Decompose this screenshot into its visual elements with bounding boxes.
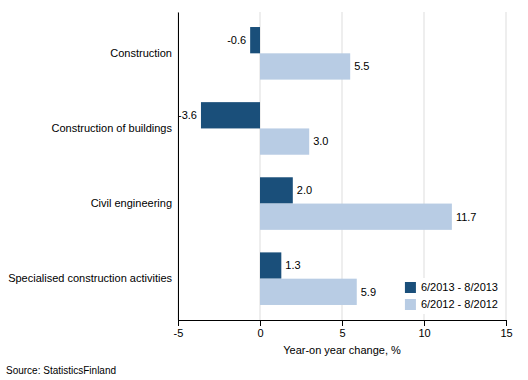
y-tick-label: Construction — [110, 47, 172, 59]
legend-background — [401, 278, 502, 314]
x-axis-line — [179, 321, 507, 327]
x-tick: 0 — [257, 320, 263, 339]
x-tick-label: -5 — [174, 327, 184, 339]
bar — [260, 252, 281, 278]
y-tick-label: Specialised construction activities — [8, 272, 172, 284]
data-label: -3.6 — [178, 109, 197, 121]
x-tick-label: 0 — [257, 327, 263, 339]
data-label: -0.6 — [227, 34, 246, 46]
bar — [260, 279, 357, 305]
x-tick-label: 10 — [418, 327, 430, 339]
x-tick: 10 — [418, 320, 430, 339]
y-tick-label: Construction of buildings — [52, 122, 173, 134]
bar — [260, 177, 293, 203]
x-tick-mark — [424, 320, 425, 326]
y-axis-line — [178, 13, 179, 321]
x-axis: -5 0 5 10 15 — [174, 320, 513, 339]
grid — [178, 12, 506, 320]
bar — [260, 128, 309, 154]
bar — [260, 53, 350, 79]
grid-line — [178, 12, 179, 320]
x-tick-label: 15 — [500, 327, 512, 339]
x-tick-label: 5 — [339, 327, 345, 339]
x-tick: 5 — [339, 320, 345, 339]
grid-line — [424, 12, 425, 320]
data-label: 5.9 — [361, 286, 376, 298]
legend-label: 6/2013 - 8/2013 — [421, 281, 498, 293]
x-tick-mark — [506, 320, 507, 326]
bar — [201, 102, 260, 128]
data-labels: 1.3 2.0 -3.6 -0.6 5.9 11.7 3.0 5.5 — [178, 34, 476, 298]
legend: 6/2013 - 8/2013 6/2012 - 8/2012 — [401, 278, 502, 314]
grid-line — [506, 12, 507, 320]
y-axis: Specialised construction activities Civil… — [8, 13, 178, 321]
y-tick: Civil engineering — [91, 197, 178, 209]
y-tick-label: Civil engineering — [91, 197, 172, 209]
x-tick-mark — [342, 320, 343, 326]
bar — [260, 204, 452, 230]
data-label: 2.0 — [297, 184, 312, 196]
data-label: 5.5 — [354, 60, 369, 72]
x-tick: -5 — [174, 320, 184, 339]
data-label: 11.7 — [456, 211, 477, 223]
data-label: 3.0 — [313, 135, 328, 147]
annotation: Source: StatisticsFinland — [6, 365, 116, 376]
legend-swatch — [405, 299, 416, 310]
legend-item: 6/2012 - 8/2012 — [405, 298, 498, 310]
x-axis-title: Year-on year change, % — [283, 344, 401, 356]
legend-label: 6/2012 - 8/2012 — [421, 298, 498, 310]
data-label: 1.3 — [285, 259, 300, 271]
bars — [201, 27, 452, 305]
x-tick: 15 — [500, 320, 512, 339]
legend-item: 6/2013 - 8/2013 — [405, 281, 498, 293]
plot: 1.3 2.0 -3.6 -0.6 5.9 11.7 3.0 5.5 -5 0 5 10 15 Speci… — [8, 12, 512, 356]
y-tick: Construction of buildings — [52, 122, 178, 134]
chart: 1.3 2.0 -3.6 -0.6 5.9 11.7 3.0 5.5 -5 0 5 10 15 Speci… — [0, 0, 528, 380]
bar — [250, 27, 260, 53]
y-tick: Specialised construction activities — [8, 272, 178, 284]
y-tick: Construction — [110, 47, 178, 59]
x-tick-mark — [178, 320, 179, 326]
legend-swatch — [405, 282, 416, 293]
x-tick-mark — [260, 320, 261, 326]
